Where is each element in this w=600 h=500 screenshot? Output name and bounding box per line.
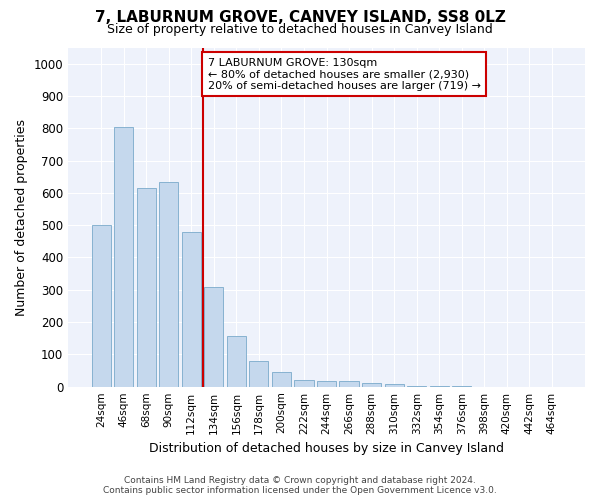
Bar	[227, 336, 246, 386]
Bar	[114, 126, 133, 386]
Text: Size of property relative to detached houses in Canvey Island: Size of property relative to detached ho…	[107, 22, 493, 36]
Bar	[182, 232, 201, 386]
Bar	[317, 381, 336, 386]
Bar	[272, 372, 291, 386]
Bar	[385, 384, 404, 386]
Bar	[340, 381, 359, 386]
Text: 7, LABURNUM GROVE, CANVEY ISLAND, SS8 0LZ: 7, LABURNUM GROVE, CANVEY ISLAND, SS8 0L…	[95, 10, 505, 25]
Bar	[137, 188, 156, 386]
Bar	[362, 384, 381, 386]
X-axis label: Distribution of detached houses by size in Canvey Island: Distribution of detached houses by size …	[149, 442, 504, 455]
Text: Contains HM Land Registry data © Crown copyright and database right 2024.
Contai: Contains HM Land Registry data © Crown c…	[103, 476, 497, 495]
Bar	[204, 287, 223, 386]
Bar	[159, 182, 178, 386]
Text: 7 LABURNUM GROVE: 130sqm
← 80% of detached houses are smaller (2,930)
20% of sem: 7 LABURNUM GROVE: 130sqm ← 80% of detach…	[208, 58, 481, 91]
Bar	[92, 225, 110, 386]
Bar	[295, 380, 314, 386]
Y-axis label: Number of detached properties: Number of detached properties	[15, 118, 28, 316]
Bar	[250, 362, 268, 386]
